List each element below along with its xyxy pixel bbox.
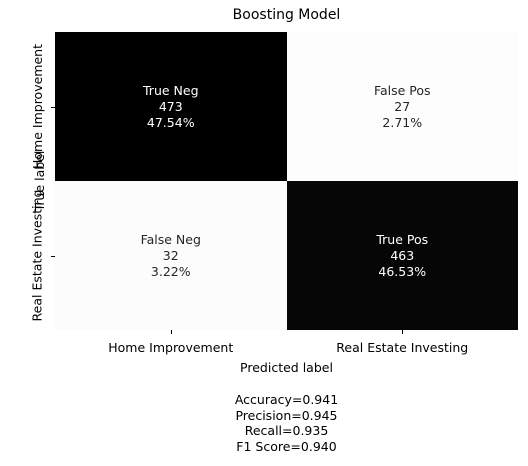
chart-title: Boosting Model: [232, 7, 341, 23]
y-tick-label: Real Estate Investing: [29, 189, 45, 322]
heatmap-cell: True Neg 473 47.54%: [55, 32, 287, 181]
heatmap-cell: False Neg 32 3.22%: [55, 181, 287, 330]
cell-percent-label: 2.71%: [382, 114, 423, 130]
y-tick-label: Home Improvement: [29, 44, 45, 169]
cell-percent-label: 47.54%: [146, 114, 195, 130]
metrics-summary: Accuracy=0.941 Precision=0.945 Recall=0.…: [55, 392, 518, 454]
cell-name-label: True Neg: [143, 82, 199, 98]
metric-f1-score: F1 Score=0.940: [236, 438, 337, 454]
y-tick-mark: [51, 255, 55, 257]
cell-count-label: 27: [394, 98, 411, 114]
x-tick-label: Real Estate Investing: [336, 340, 469, 355]
heatmap-cell: True Pos 463 46.53%: [286, 181, 518, 330]
cell-count-label: 463: [390, 247, 415, 263]
metric-recall: Recall=0.935: [244, 423, 329, 438]
cell-count-label: 473: [158, 98, 183, 114]
cell-count-label: 32: [162, 247, 179, 263]
cell-name-label: True Pos: [376, 231, 429, 247]
metric-precision: Precision=0.945: [235, 407, 338, 423]
x-tick-label: Home Improvement: [108, 340, 234, 355]
cell-name-label: False Neg: [140, 231, 201, 247]
cell-name-label: False Pos: [373, 82, 431, 98]
cell-percent-label: 46.53%: [378, 263, 427, 279]
x-axis-label: Predicted label: [240, 360, 333, 375]
metric-accuracy: Accuracy=0.941: [234, 392, 339, 407]
cell-percent-label: 3.22%: [150, 263, 191, 279]
y-tick-mark: [51, 106, 55, 108]
x-tick-mark: [170, 330, 172, 334]
x-tick-mark: [402, 330, 404, 334]
heatmap-cell: False Pos 27 2.71%: [286, 32, 518, 181]
heatmap-grid: True Neg 473 47.54% False Pos 27 2.71% False N…: [55, 32, 518, 330]
